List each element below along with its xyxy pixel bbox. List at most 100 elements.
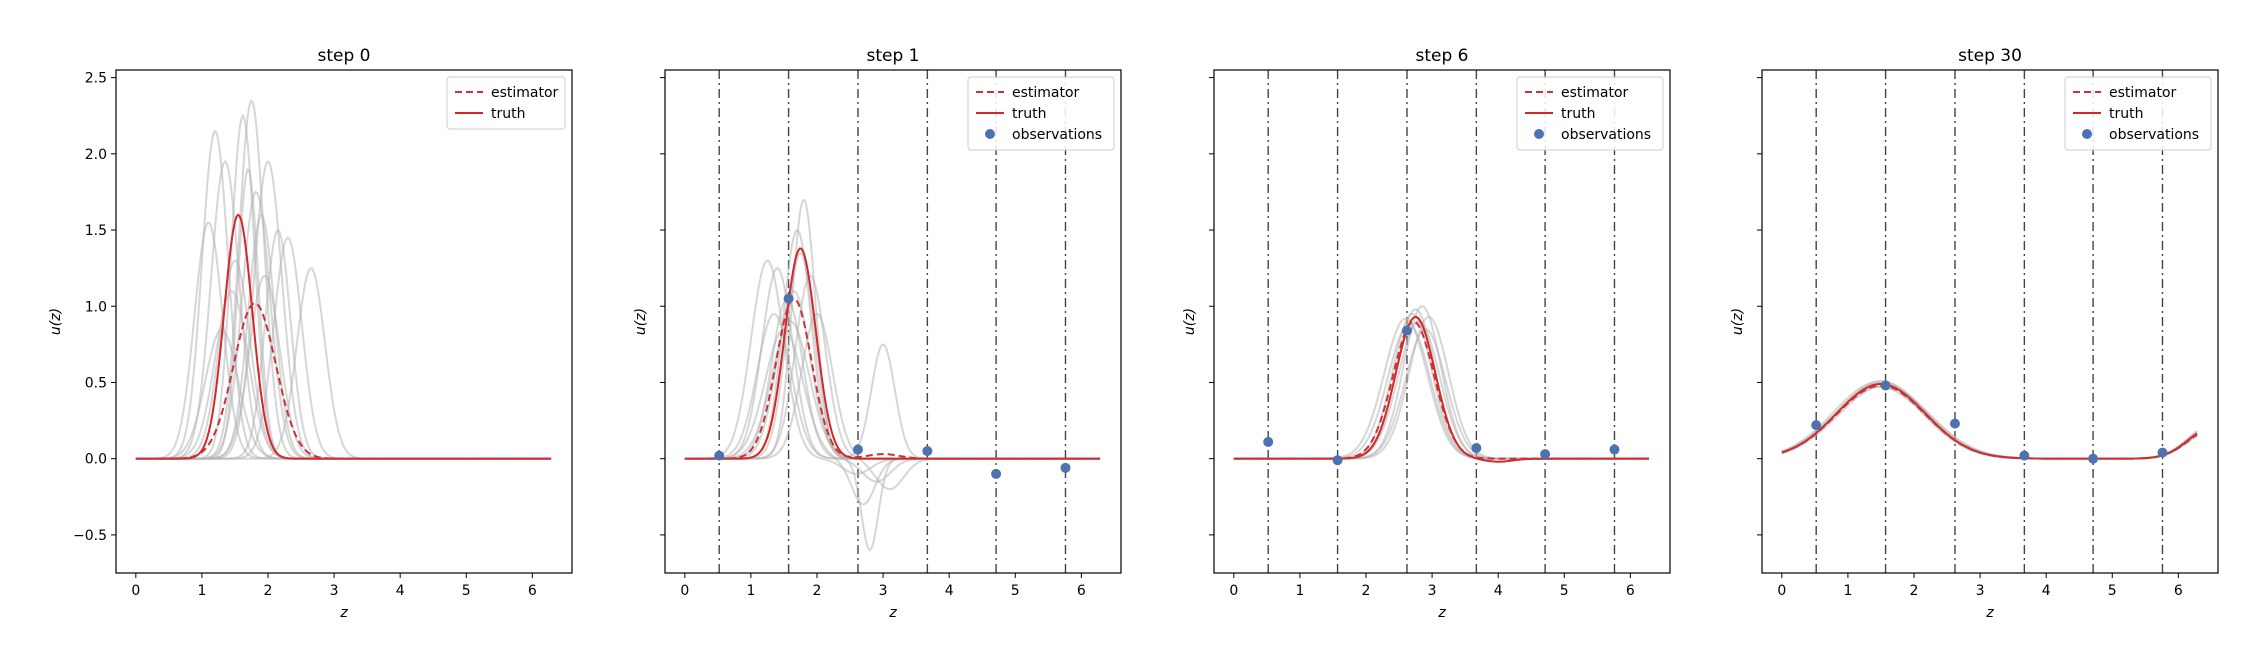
plot-area <box>1233 70 1650 573</box>
legend: estimator truth observations <box>967 76 1115 151</box>
chart-title: step 1 <box>867 46 920 66</box>
y-tick-label: 2.0 <box>85 147 107 163</box>
ensemble-member-line <box>135 267 552 460</box>
y-axis-label: u(z) <box>1182 308 1198 335</box>
observation-point <box>2019 450 2030 461</box>
x-tick-label: 6 <box>528 583 537 599</box>
x-tick-label: 4 <box>945 583 954 599</box>
observation-point <box>1540 449 1551 460</box>
observation-point <box>991 468 1002 479</box>
x-tick-label: 1 <box>197 583 206 599</box>
chart-title: step 6 <box>1416 46 1469 66</box>
legend-label: truth <box>2109 106 2143 122</box>
ensemble-member-line <box>135 274 552 460</box>
x-tick-label: 5 <box>462 583 471 599</box>
legend-label: truth <box>491 106 525 122</box>
x-tick-label: 2 <box>264 583 273 599</box>
panel-3: step 30 0 1 2 3 4 5 6 z u(z) estimator truth observa… <box>1730 46 2219 621</box>
ensemble-member-line <box>135 213 552 460</box>
legend-box <box>967 76 1115 151</box>
observation-point <box>852 444 863 455</box>
x-tick-label: 2 <box>813 583 822 599</box>
truth-line <box>1233 315 1650 463</box>
x-axis-label: z <box>339 605 348 621</box>
x-tick-label: 1 <box>1295 583 1304 599</box>
ensemble-member-line <box>1781 381 2198 460</box>
observation-point <box>1811 420 1822 431</box>
y-tick-label: 0.0 <box>85 452 107 468</box>
x-tick-label: 3 <box>330 583 339 599</box>
observation-point <box>1471 443 1482 454</box>
estimator-line <box>1233 320 1650 460</box>
legend-box <box>446 76 566 130</box>
x-tick-label: 4 <box>1494 583 1503 599</box>
x-tick-label: 4 <box>396 583 405 599</box>
legend-label: estimator <box>1561 85 1629 101</box>
x-tick-label: 5 <box>1560 583 1569 599</box>
legend-label: estimator <box>2109 85 2177 101</box>
plot-area <box>684 70 1101 573</box>
x-tick-label: 0 <box>1777 583 1786 599</box>
ensemble-member-line <box>1781 384 2198 460</box>
legend-observations-swatch <box>985 129 995 139</box>
y-tick-label: 1.5 <box>85 223 107 239</box>
plot-area <box>1781 70 2198 573</box>
legend-observations-swatch <box>2082 129 2092 139</box>
observation-point <box>783 293 794 304</box>
legend: estimator truth observations <box>2064 76 2212 151</box>
x-tick-label: 0 <box>1229 583 1238 599</box>
x-tick-label: 1 <box>1843 583 1852 599</box>
legend-label: truth <box>1561 106 1595 122</box>
observation-point <box>1401 325 1412 336</box>
truth-line <box>1781 382 2198 460</box>
ensemble-member-line <box>1233 317 1650 460</box>
ensemble-member-line <box>684 297 1101 552</box>
x-tick-label: 3 <box>1428 583 1437 599</box>
axes-frame <box>1761 69 2219 574</box>
estimator-line <box>1781 384 2198 460</box>
legend-label: truth <box>1012 106 1046 122</box>
axes-frame <box>1213 69 1671 574</box>
observation-point <box>1880 380 1891 391</box>
x-tick-label: 4 <box>2042 583 2051 599</box>
observation-point <box>2088 453 2099 464</box>
x-tick-label: 6 <box>2174 583 2183 599</box>
estimator-line <box>135 302 552 460</box>
x-tick-label: 3 <box>879 583 888 599</box>
panel-0: step 0 0 1 2 3 4 5 6 z −0.5 0.0 0.5 1.0 1.5 2.0 2.5 u(z)… <box>48 46 573 621</box>
ensemble-member-line <box>1233 315 1650 460</box>
y-axis-label: u(z) <box>1730 308 1746 335</box>
observation-point <box>1060 462 1071 473</box>
legend: estimator truth observations <box>1516 76 1664 151</box>
x-tick-label: 2 <box>1910 583 1919 599</box>
axes-frame <box>115 69 573 574</box>
legend-label: estimator <box>1012 85 1080 101</box>
legend-box <box>1516 76 1664 151</box>
panel-2: step 6 0 1 2 3 4 5 6 z u(z) estimator truth observat… <box>1182 46 1671 621</box>
observation-point <box>2157 447 2168 458</box>
y-tick-label: 1.0 <box>85 299 107 315</box>
y-axis-label: u(z) <box>48 308 64 335</box>
legend-label: observations <box>1012 127 1102 143</box>
observation-point <box>1332 455 1343 466</box>
ensemble-member-line <box>1781 379 2198 460</box>
x-tick-label: 0 <box>680 583 689 599</box>
x-tick-label: 5 <box>2108 583 2117 599</box>
observation-point <box>1263 436 1274 447</box>
legend-box <box>2064 76 2212 151</box>
axes-frame <box>664 69 1122 574</box>
y-tick-label: −0.5 <box>73 528 107 544</box>
truth-line <box>135 213 552 460</box>
panel-1: step 1 0 1 2 3 4 5 6 z u(z) estimator truth observat… <box>633 46 1122 621</box>
y-axis-label: u(z) <box>633 308 649 335</box>
legend: estimator truth <box>446 76 566 130</box>
x-tick-label: 2 <box>1362 583 1371 599</box>
y-tick-label: 0.5 <box>85 375 107 391</box>
ensemble-member-line <box>684 312 1101 460</box>
x-tick-label: 0 <box>131 583 140 599</box>
observation-point <box>1609 444 1620 455</box>
x-tick-label: 6 <box>1077 583 1086 599</box>
observation-point <box>714 450 725 461</box>
ensemble-member-line <box>1781 381 2198 460</box>
chart-title: step 30 <box>1958 46 2022 66</box>
